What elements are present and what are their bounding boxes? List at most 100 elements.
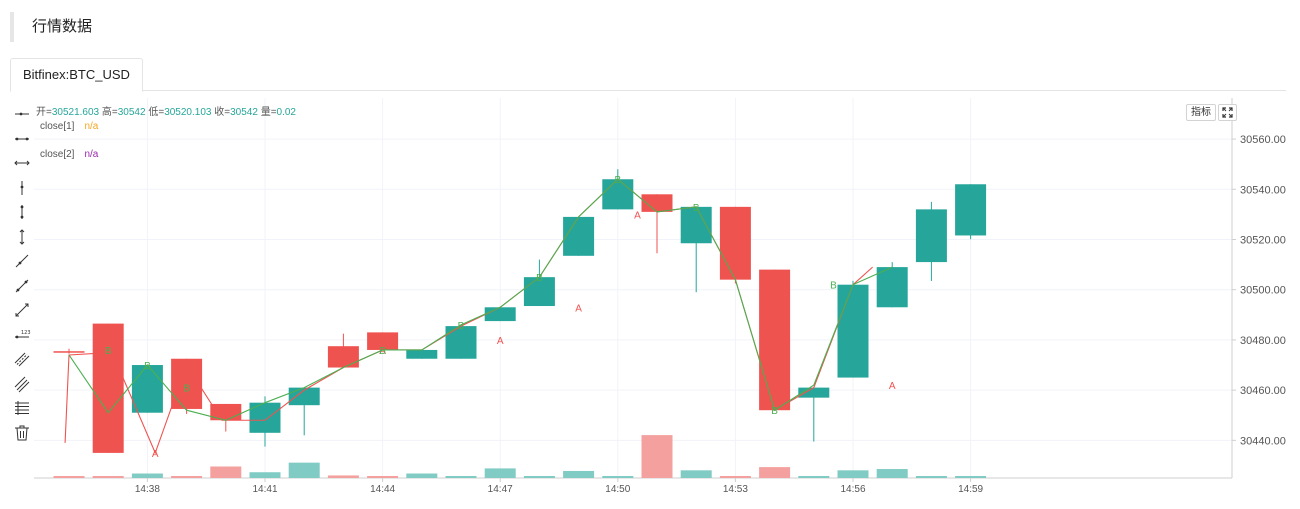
candle-body [915,209,947,263]
candle-body [327,346,359,368]
series-marker-a: A [152,449,159,460]
open-label: 开 [36,107,46,118]
candle-body [719,206,751,280]
high-value: 30542 [117,107,146,118]
parallel-channel-icon[interactable] [12,349,32,374]
volume-bar [915,476,947,478]
indicator-button[interactable]: 指标 [1186,104,1216,121]
volume-bar [53,476,85,478]
series-marker-b: B [458,321,465,332]
vertical-ray-icon[interactable] [12,178,32,203]
y-tick-label: 30500.00 [1240,285,1286,297]
y-tick-label: 30480.00 [1240,335,1286,347]
series-marker-a: A [889,381,896,392]
volume-bar [367,476,399,478]
volume-bar [876,469,908,478]
fullscreen-icon[interactable] [1218,104,1237,121]
volume-bar [955,476,987,478]
open-value: 30521.603 [51,107,100,118]
volume-bar [210,466,242,478]
volume-bar [837,470,869,478]
volume-bar [523,476,555,478]
horizontal-segment-icon[interactable] [12,129,32,154]
volume-bar [602,476,634,478]
vertical-segment-icon[interactable] [12,202,32,227]
series-marker-b: B [379,346,386,357]
x-tick-label: 14:56 [840,484,865,495]
series-marker-b: B [693,203,700,214]
high-label: 高 [101,107,112,118]
trend-ray-icon[interactable] [12,251,32,276]
x-tick-label: 14:50 [605,484,630,495]
series-marker-b: B [771,406,778,417]
legend-close-2: close[2] n/a [40,149,98,161]
volume-bar [484,468,516,478]
price-label-icon[interactable]: 123 [12,325,32,350]
trend-segment-icon[interactable] [12,276,32,301]
y-tick-label: 30440.00 [1240,435,1286,447]
candle-body [602,179,634,210]
vertical-line-icon[interactable] [12,227,32,252]
volume-bar [759,467,791,478]
legend-close-1-value: n/a [84,121,99,132]
series-marker-b: B [536,273,543,284]
x-tick-label: 14:38 [135,484,160,495]
volume-bar [406,473,438,478]
series-marker-a: A [575,303,582,314]
x-tick-label: 14:53 [723,484,748,495]
volume-bar [92,476,124,478]
candle-body [759,269,791,411]
page-title: 行情数据 [32,18,93,35]
candle-body [876,267,908,308]
y-tick-label: 30460.00 [1240,385,1286,397]
tab-bar: Bitfinex:BTC_USD [10,58,1286,92]
volume-bar [719,476,751,478]
y-tick-label: 30560.00 [1240,134,1286,146]
y-tick-label: 30540.00 [1240,184,1286,196]
x-tick-label: 14:44 [370,484,395,495]
series-marker-a: A [379,346,386,357]
candle-body [92,323,124,453]
volume-bar [445,476,477,478]
volume-bar [563,470,595,478]
legend-close-2-value: n/a [84,149,99,160]
series-marker-a: A [497,336,504,347]
series-marker-a: A [771,276,778,287]
legend-close-2-name: close[2] [40,149,75,160]
candle-body [955,184,987,236]
close-label: 收 [214,107,225,118]
legend-close-1-name: close[1] [40,121,75,132]
horizontal-line-icon[interactable] [12,153,32,178]
volume-bar [131,473,163,478]
series-marker-b: B [144,361,151,372]
candle-body [523,277,555,307]
legend-close-1: close[1] n/a [40,121,98,133]
svg-text:123: 123 [21,330,31,336]
volume-value: 0.02 [276,107,296,118]
parallel-lines-icon[interactable] [12,374,32,399]
volume-bar [171,476,203,478]
volume-label: 量 [260,107,271,118]
x-tick-label: 14:47 [488,484,513,495]
low-label: 低 [148,107,159,118]
delete-icon[interactable] [12,423,32,448]
chart-controls: 指标 [1186,104,1237,121]
series-marker-b: B [105,346,112,357]
volume-bar [249,472,281,478]
series-marker-b: B [614,175,621,186]
trend-line-icon[interactable] [12,300,32,325]
low-value: 30520.103 [164,107,212,118]
x-tick-label: 14:59 [958,484,983,495]
ohlc-readout: 开=30521.603 高=30542 低=30520.103 收=30542 … [36,107,296,118]
candle-body [563,216,595,256]
volume-bar [680,470,712,478]
horizontal-ray-icon[interactable] [12,104,32,129]
volume-bar [641,435,673,478]
tab-bitfinex-btc-usd[interactable]: Bitfinex:BTC_USD [10,58,143,92]
fibonacci-icon[interactable] [12,398,32,423]
drawing-toolbar: 123 [12,104,34,447]
volume-bar [327,475,359,478]
candle-body [367,332,399,350]
candle-body [131,365,163,413]
